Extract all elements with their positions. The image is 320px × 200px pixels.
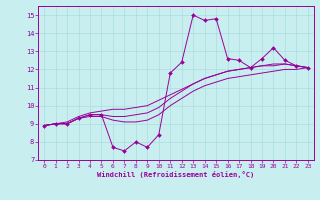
X-axis label: Windchill (Refroidissement éolien,°C): Windchill (Refroidissement éolien,°C) — [97, 171, 255, 178]
